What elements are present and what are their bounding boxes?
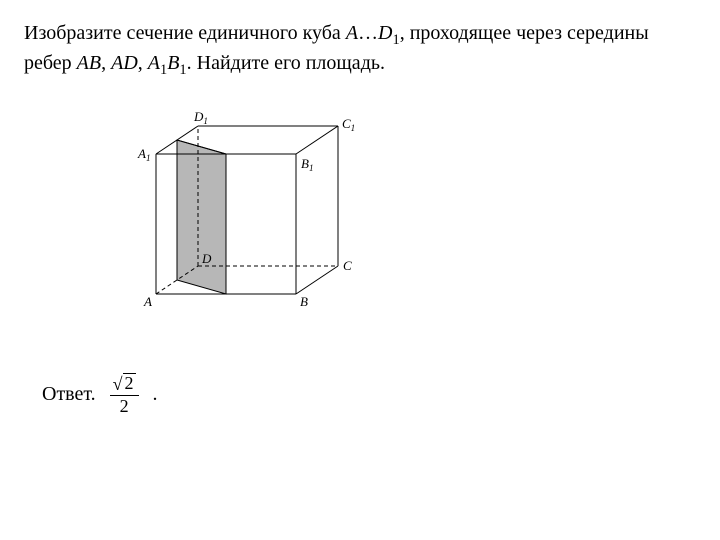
comma: ,: [138, 52, 148, 74]
var-A: A: [346, 22, 358, 44]
sub-1: 1: [392, 32, 399, 48]
var-B1: B: [167, 52, 179, 74]
fraction: √ 2 2: [110, 373, 139, 416]
problem-statement: Изобразите сечение единичного куба A…D1,…: [24, 20, 696, 81]
svg-text:B1: B1: [301, 156, 314, 173]
text: Изобразите сечение единичного куба: [24, 22, 346, 44]
period: .: [153, 383, 158, 406]
answer-row: Ответ. √ 2 2 .: [42, 373, 696, 416]
ellipsis: …: [358, 22, 378, 44]
svg-text:C1: C1: [342, 116, 355, 133]
cube-diagram: A1 D1 C1 B1 A B C D: [134, 109, 364, 319]
text: . Найдите его площадь.: [187, 52, 385, 74]
numerator: √ 2: [110, 373, 139, 396]
var-A1: A: [148, 52, 160, 74]
svg-text:D1: D1: [193, 109, 208, 126]
denominator: 2: [120, 396, 129, 416]
var-AB: AB: [77, 52, 101, 74]
radical-icon: √: [113, 375, 123, 396]
svg-text:D: D: [201, 251, 212, 266]
sub-1: 1: [179, 62, 186, 78]
svg-text:A1: A1: [137, 146, 151, 163]
svg-text:C: C: [343, 258, 352, 273]
cube-figure: A1 D1 C1 B1 A B C D: [134, 109, 696, 325]
answer-label: Ответ.: [42, 383, 96, 406]
sqrt: √ 2: [113, 373, 136, 394]
radicand: 2: [123, 373, 136, 394]
var-AD: AD: [111, 52, 138, 74]
comma: ,: [101, 52, 111, 74]
var-D: D: [378, 22, 392, 44]
svg-text:A: A: [143, 294, 152, 309]
svg-text:B: B: [300, 294, 308, 309]
